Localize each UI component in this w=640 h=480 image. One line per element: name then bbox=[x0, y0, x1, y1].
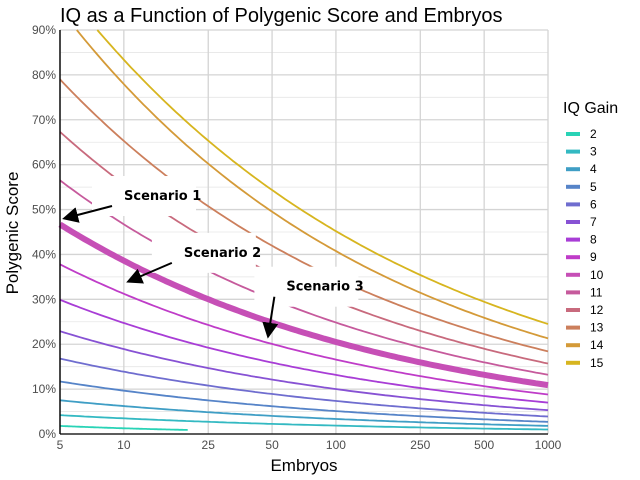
x-tick-label: 50 bbox=[265, 438, 279, 452]
legend-label-13: 13 bbox=[590, 321, 604, 335]
x-tick-label: 100 bbox=[326, 438, 346, 452]
x-tick-label: 10 bbox=[117, 438, 131, 452]
series-line-9 bbox=[59, 263, 549, 396]
y-tick-label: 90% bbox=[32, 23, 56, 37]
legend-label-4: 4 bbox=[590, 162, 597, 176]
annotation-arrow bbox=[126, 261, 173, 284]
annotation-box bbox=[151, 232, 256, 273]
x-tick-label: 5 bbox=[57, 438, 64, 452]
series-line-14 bbox=[76, 29, 549, 340]
series-line-5 bbox=[59, 380, 549, 423]
x-axis-title: Embryos bbox=[270, 456, 337, 475]
y-tick-label: 40% bbox=[32, 247, 56, 261]
legend-title: IQ Gain bbox=[563, 100, 618, 117]
annotation-label: Scenario 3 bbox=[286, 280, 363, 295]
legend-label-5: 5 bbox=[590, 180, 597, 194]
series-line-3 bbox=[59, 414, 548, 431]
series-line-12 bbox=[59, 131, 549, 365]
annotation-label: Scenario 2 bbox=[184, 246, 261, 261]
legend-label-15: 15 bbox=[590, 356, 604, 370]
series-line-6 bbox=[59, 357, 549, 418]
legend-label-14: 14 bbox=[590, 338, 604, 352]
series-line-2 bbox=[59, 425, 188, 431]
legend-label-6: 6 bbox=[590, 197, 597, 211]
series-line-4 bbox=[59, 399, 549, 427]
series-layer bbox=[58, 29, 549, 431]
legend-label-12: 12 bbox=[590, 303, 604, 317]
series-line-8 bbox=[59, 298, 549, 404]
y-tick-label: 30% bbox=[32, 292, 56, 306]
series-line-11 bbox=[59, 179, 549, 376]
legend: IQ Gain 2 3 4 5 6 7 8 9 10 11 12 13 14 15 bbox=[563, 100, 618, 370]
axes: 0% 10% 20% 30% 40% 50% 60% 70% 80% 90% 5 10 25 50 100 2… bbox=[32, 23, 562, 452]
legend-label-9: 9 bbox=[590, 250, 597, 264]
y-tick-label: 10% bbox=[32, 382, 56, 396]
legend-label-3: 3 bbox=[590, 145, 597, 159]
y-tick-label: 70% bbox=[32, 113, 56, 127]
annotation-box bbox=[254, 266, 359, 307]
y-tick-label: 20% bbox=[32, 337, 56, 351]
legend-label-2: 2 bbox=[590, 127, 597, 141]
y-tick-label: 0% bbox=[39, 427, 57, 441]
chart-title: IQ as a Function of Polygenic Score and … bbox=[60, 5, 502, 27]
annotation-box bbox=[92, 176, 196, 217]
series-line-13 bbox=[59, 78, 549, 353]
legend-label-11: 11 bbox=[590, 285, 603, 299]
x-tick-label: 250 bbox=[410, 438, 430, 452]
x-tick-label: 500 bbox=[474, 438, 494, 452]
legend-label-8: 8 bbox=[590, 233, 597, 247]
x-tick-label: 1000 bbox=[535, 438, 562, 452]
legend-label-10: 10 bbox=[590, 268, 604, 282]
y-tick-label: 50% bbox=[32, 203, 56, 217]
x-tick-label: 25 bbox=[202, 438, 216, 452]
y-tick-label: 60% bbox=[32, 158, 56, 172]
series-line-15 bbox=[96, 29, 549, 325]
annotation-arrow bbox=[262, 296, 279, 339]
y-axis-title: Polygenic Score bbox=[3, 172, 22, 295]
legend-label-7: 7 bbox=[590, 215, 597, 229]
annotation-arrow bbox=[62, 205, 113, 223]
annotations: Scenario 1 Scenario 2 Scenario 3 bbox=[62, 176, 364, 339]
y-tick-label: 80% bbox=[32, 68, 56, 82]
annotation-label: Scenario 1 bbox=[124, 189, 201, 204]
series-line-7 bbox=[59, 330, 549, 412]
